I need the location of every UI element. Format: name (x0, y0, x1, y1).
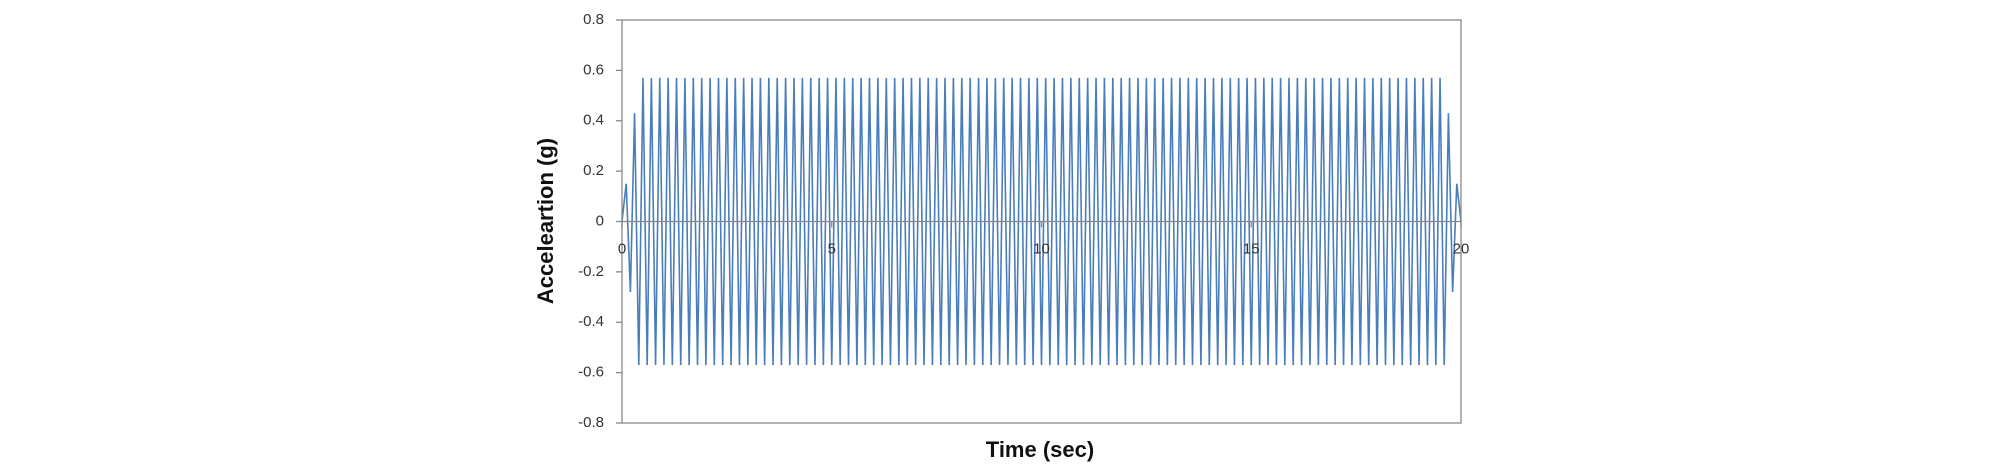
x-tick-label: 0 (618, 240, 626, 257)
y-tick-label: -0.6 (578, 364, 604, 381)
x-tick-label: 5 (828, 240, 836, 257)
x-tick-label: 10 (1033, 240, 1050, 257)
y-tick-label: 0 (596, 212, 604, 229)
x-tick-label: 15 (1243, 240, 1260, 257)
y-tick-label: -0.2 (578, 263, 604, 280)
y-axis-title: Acceleartion (g) (533, 138, 558, 304)
y-tick-label: -0.4 (578, 313, 604, 330)
data-line (621, 77, 1462, 366)
x-tick-label: 20 (1453, 240, 1470, 257)
x-axis-title: Time (sec) (986, 437, 1094, 462)
y-tick-label: 0.2 (583, 162, 604, 179)
y-tick-label: 0.6 (583, 61, 604, 78)
y-tick-label: 0.4 (583, 112, 604, 129)
y-tick-label: -0.8 (578, 414, 604, 431)
y-tick-label: 0.8 (583, 11, 604, 28)
